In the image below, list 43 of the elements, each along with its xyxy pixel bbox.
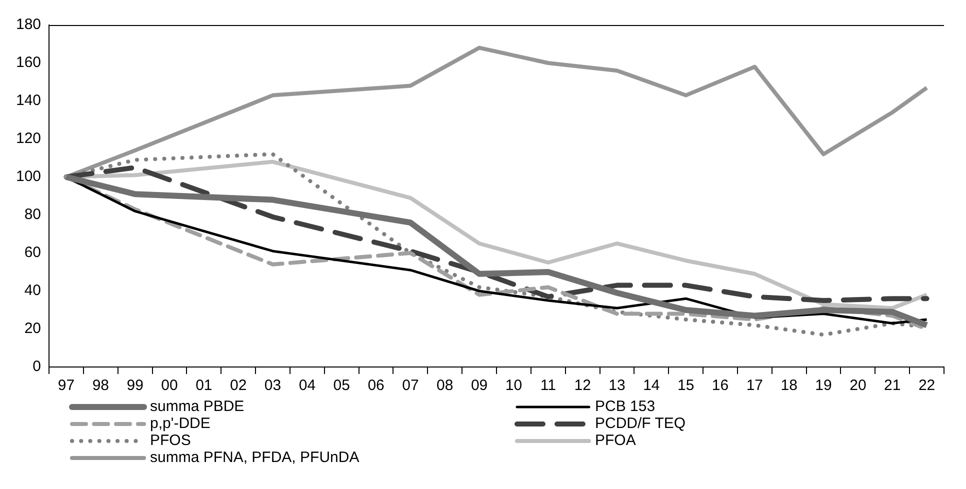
x-tick-label: 04 xyxy=(298,377,316,394)
y-tick-label: 160 xyxy=(16,54,42,72)
legend-label: PFOS xyxy=(150,432,191,449)
x-tick-label: 97 xyxy=(58,377,75,394)
y-tick-label: 180 xyxy=(16,16,42,34)
x-tick-label: 12 xyxy=(574,377,591,394)
x-tick-label: 15 xyxy=(677,377,694,394)
x-tick-label: 99 xyxy=(126,377,144,394)
x-tick-label: 06 xyxy=(368,377,384,394)
x-tick-label: 10 xyxy=(505,377,522,394)
legend-label: PFOA xyxy=(595,432,636,449)
y-tick-label: 20 xyxy=(24,320,42,338)
x-tick-label: 19 xyxy=(815,377,832,394)
x-tick-label: 03 xyxy=(264,377,282,394)
x-tick-label: 21 xyxy=(884,377,901,394)
y-tick-label: 40 xyxy=(24,282,42,300)
x-tick-label: 22 xyxy=(918,377,936,394)
x-tick-label: 09 xyxy=(470,377,488,394)
x-tick-label: 11 xyxy=(540,377,556,394)
x-tick-label: 13 xyxy=(608,377,626,394)
legend-label: p,p'-DDE xyxy=(150,415,210,432)
x-tick-label: 05 xyxy=(333,377,350,394)
x-tick-label: 98 xyxy=(92,377,110,394)
x-tick-label: 07 xyxy=(402,377,419,394)
x-tick-label: 02 xyxy=(230,377,247,394)
legend-label: PCDD/F TEQ xyxy=(595,415,686,432)
x-tick-label: 08 xyxy=(436,377,454,394)
y-tick-label: 0 xyxy=(32,358,42,376)
y-tick-label: 80 xyxy=(24,206,42,224)
y-tick-label: 120 xyxy=(16,130,42,148)
x-tick-label: 18 xyxy=(780,377,798,394)
x-tick-label: 16 xyxy=(712,377,729,394)
x-tick-label: 20 xyxy=(850,377,866,394)
legend-label: summa PBDE xyxy=(150,398,244,415)
legend-label: summa PFNA, PFDA, PFUnDA xyxy=(150,449,360,466)
legend-label: PCB 153 xyxy=(595,398,656,415)
x-tick-label: 17 xyxy=(746,377,764,394)
x-tick-label: 01 xyxy=(196,377,212,394)
y-tick-label: 100 xyxy=(16,168,42,186)
x-tick-label: 00 xyxy=(161,377,178,394)
x-tick-label: 14 xyxy=(643,377,660,394)
y-tick-label: 140 xyxy=(16,92,42,110)
y-tick-label: 60 xyxy=(24,244,42,262)
